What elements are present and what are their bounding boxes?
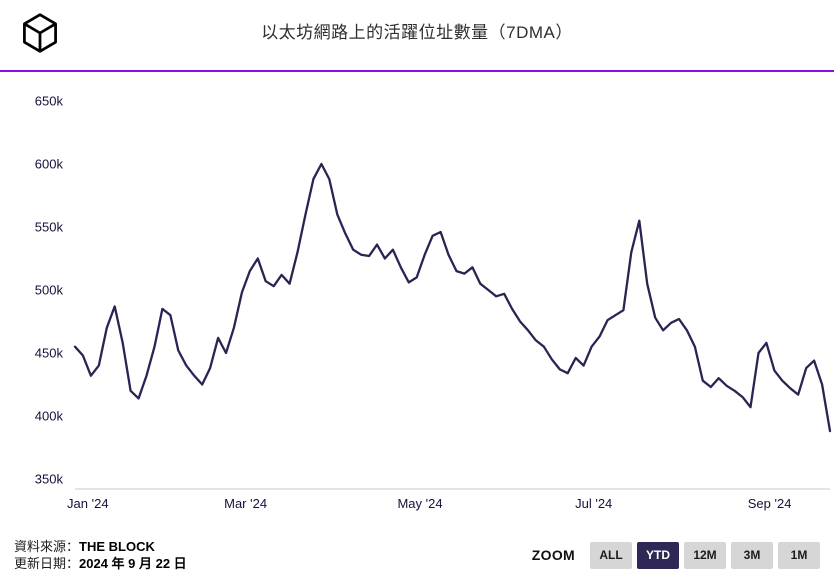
y-axis-tick: 650k [35,94,64,109]
source-line: 資料來源：THE BLOCK [14,539,155,554]
line-chart: 350k 400k 450k 500k 550k 600k 650k Jan '24 Mar '… [35,94,832,511]
y-axis-tick: 400k [35,409,64,424]
zoom-controls: ZOOM ALL YTD 12M 3M 1M [531,541,820,569]
y-axis-tick: 500k [35,283,64,298]
header: 以太坊網路上的活躍位址數量（7DMA） [0,0,834,72]
updated-line: 更新日期：2024 年 9 月 22 日 [14,556,187,571]
data-source-block: 資料來源：THE BLOCK 更新日期：2024 年 9 月 22 日 [14,538,187,572]
zoom-label: ZOOM [531,547,575,563]
zoom-button-12m[interactable]: 12M [684,541,726,569]
footer: 資料來源：THE BLOCK 更新日期：2024 年 9 月 22 日 ZOOM… [14,538,820,572]
zoom-button-1m[interactable]: 1M [778,541,820,569]
source-name: THE BLOCK [79,539,155,554]
updated-date: 2024 年 9 月 22 日 [79,556,187,571]
zoom-button-all[interactable]: ALL [590,541,632,569]
y-axis-tick: 550k [35,220,64,235]
x-axis-tick: Mar '24 [224,496,267,511]
chart-area: 350k 400k 450k 500k 550k 600k 650k Jan '24 Mar '… [0,78,834,524]
the-block-logo-icon [18,11,62,55]
zoom-button-ytd[interactable]: YTD [637,541,679,569]
x-axis-tick: Sep '24 [748,496,792,511]
page-title: 以太坊網路上的活躍位址數量（7DMA） [261,23,573,42]
series-line [73,162,832,433]
y-axis-tick: 350k [35,472,64,487]
x-axis-tick: May '24 [397,496,442,511]
y-axis-tick: 450k [35,346,64,361]
y-axis-tick: 600k [35,157,64,172]
x-axis-tick: Jan '24 [67,496,109,511]
x-axis-tick: Jul '24 [575,496,612,511]
zoom-button-3m[interactable]: 3M [731,541,773,569]
